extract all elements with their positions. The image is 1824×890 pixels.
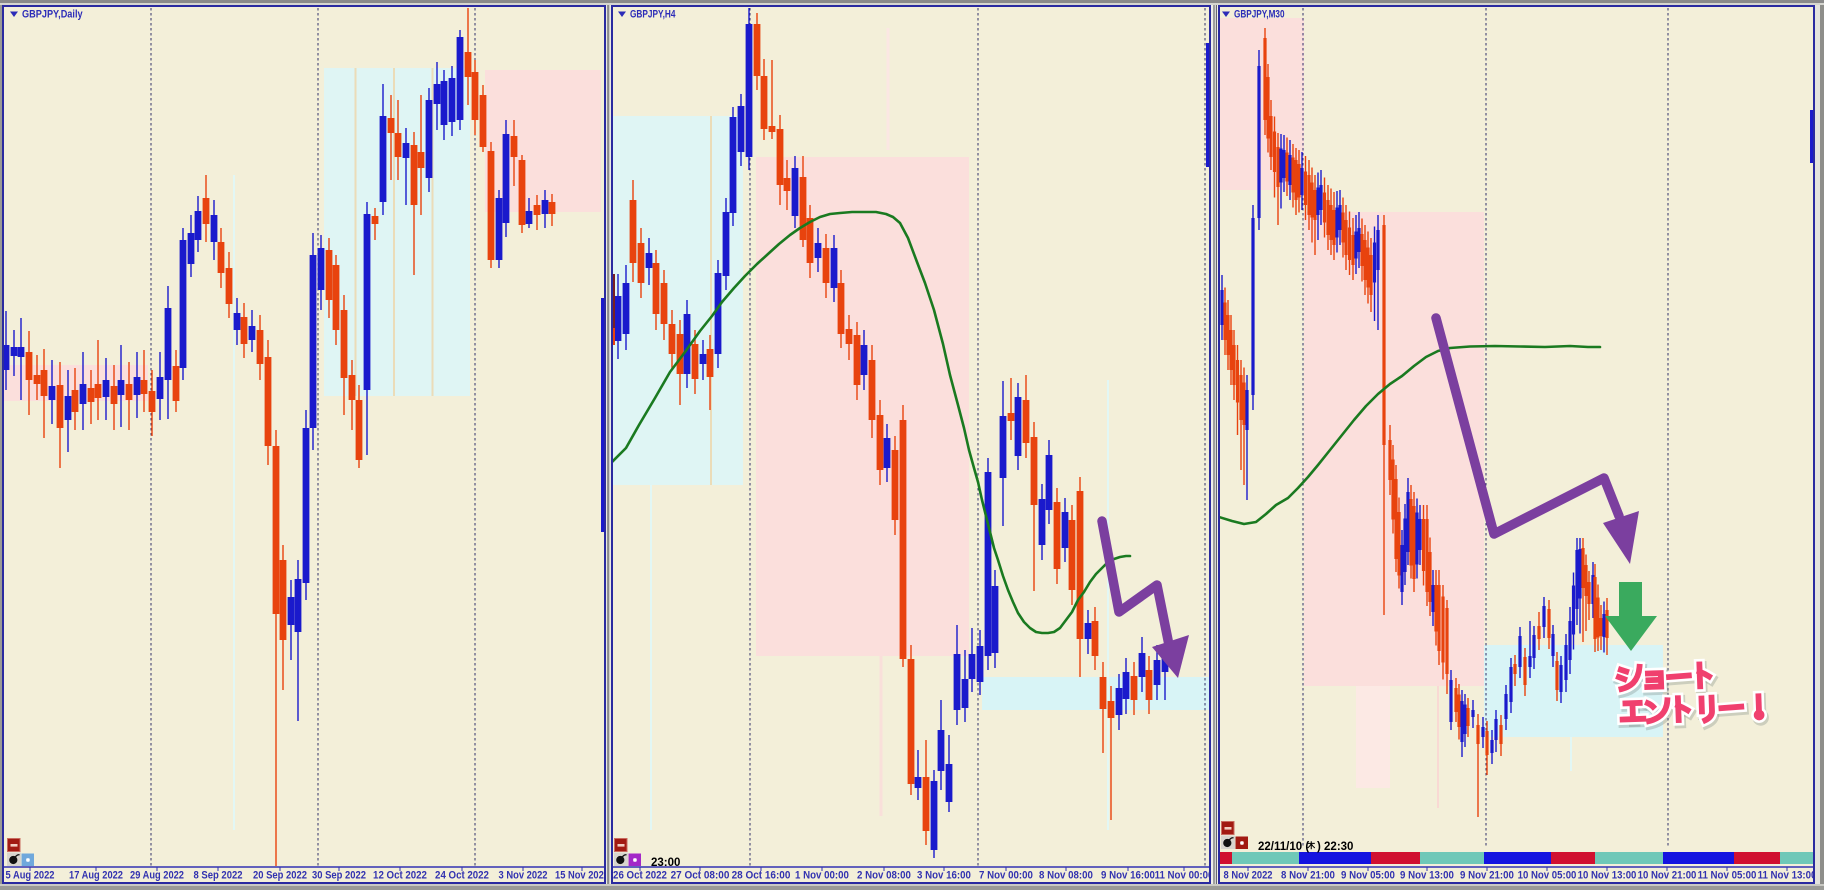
svg-text:1 Nov 00:00: 1 Nov 00:00 — [795, 870, 849, 882]
svg-text:15 Nov 2022: 15 Nov 2022 — [555, 870, 609, 882]
svg-text:8 Nov 2022: 8 Nov 2022 — [1224, 870, 1273, 882]
svg-text:27 Oct 08:00: 27 Oct 08:00 — [671, 870, 730, 882]
svg-text:5 Aug 2022: 5 Aug 2022 — [6, 870, 55, 882]
svg-text:11 Nov 00:00: 11 Nov 00:00 — [1155, 870, 1214, 882]
svg-text:17 Aug 2022: 17 Aug 2022 — [69, 870, 123, 882]
svg-text:8 Sep 2022: 8 Sep 2022 — [194, 870, 243, 882]
svg-text:11 Nov 13:00: 11 Nov 13:00 — [1758, 870, 1817, 882]
svg-text:GBPJPY,M30: GBPJPY,M30 — [1234, 9, 1285, 21]
svg-text:9 Nov 16:00: 9 Nov 16:00 — [1101, 870, 1155, 882]
svg-text:) 22:30: ) 22:30 — [1317, 841, 1353, 853]
svg-text:24 Oct 2022: 24 Oct 2022 — [435, 870, 489, 882]
svg-text:GBPJPY,H4: GBPJPY,H4 — [630, 9, 676, 21]
svg-text:9 Nov 05:00: 9 Nov 05:00 — [1341, 870, 1395, 882]
svg-text:10 Nov 21:00: 10 Nov 21:00 — [1638, 870, 1697, 882]
svg-text:23:00: 23:00 — [651, 857, 680, 869]
svg-text:9 Nov 13:00: 9 Nov 13:00 — [1400, 870, 1454, 882]
svg-text:2 Nov 08:00: 2 Nov 08:00 — [857, 870, 911, 882]
svg-text:GBPJPY,Daily: GBPJPY,Daily — [22, 9, 83, 21]
svg-text:3 Nov 16:00: 3 Nov 16:00 — [917, 870, 971, 882]
svg-text:3 Nov 2022: 3 Nov 2022 — [499, 870, 548, 882]
svg-text:28 Oct 16:00: 28 Oct 16:00 — [732, 870, 791, 882]
svg-text:10 Nov 13:00: 10 Nov 13:00 — [1578, 870, 1637, 882]
svg-text:10 Nov 05:00: 10 Nov 05:00 — [1518, 870, 1577, 882]
svg-text:30 Sep 2022: 30 Sep 2022 — [312, 870, 366, 882]
svg-text:8 Nov 08:00: 8 Nov 08:00 — [1039, 870, 1093, 882]
svg-text:29 Aug 2022: 29 Aug 2022 — [130, 870, 184, 882]
svg-text:26 Oct 2022: 26 Oct 2022 — [613, 870, 667, 882]
svg-text:7 Nov 00:00: 7 Nov 00:00 — [979, 870, 1033, 882]
svg-text:20 Sep 2022: 20 Sep 2022 — [253, 870, 307, 882]
svg-text:12 Oct 2022: 12 Oct 2022 — [373, 870, 427, 882]
svg-text:11 Nov 05:00: 11 Nov 05:00 — [1698, 870, 1757, 882]
svg-text:22/11/10 (: 22/11/10 ( — [1258, 841, 1309, 853]
svg-text:9 Nov 21:00: 9 Nov 21:00 — [1460, 870, 1514, 882]
svg-text:8 Nov 21:00: 8 Nov 21:00 — [1281, 870, 1335, 882]
